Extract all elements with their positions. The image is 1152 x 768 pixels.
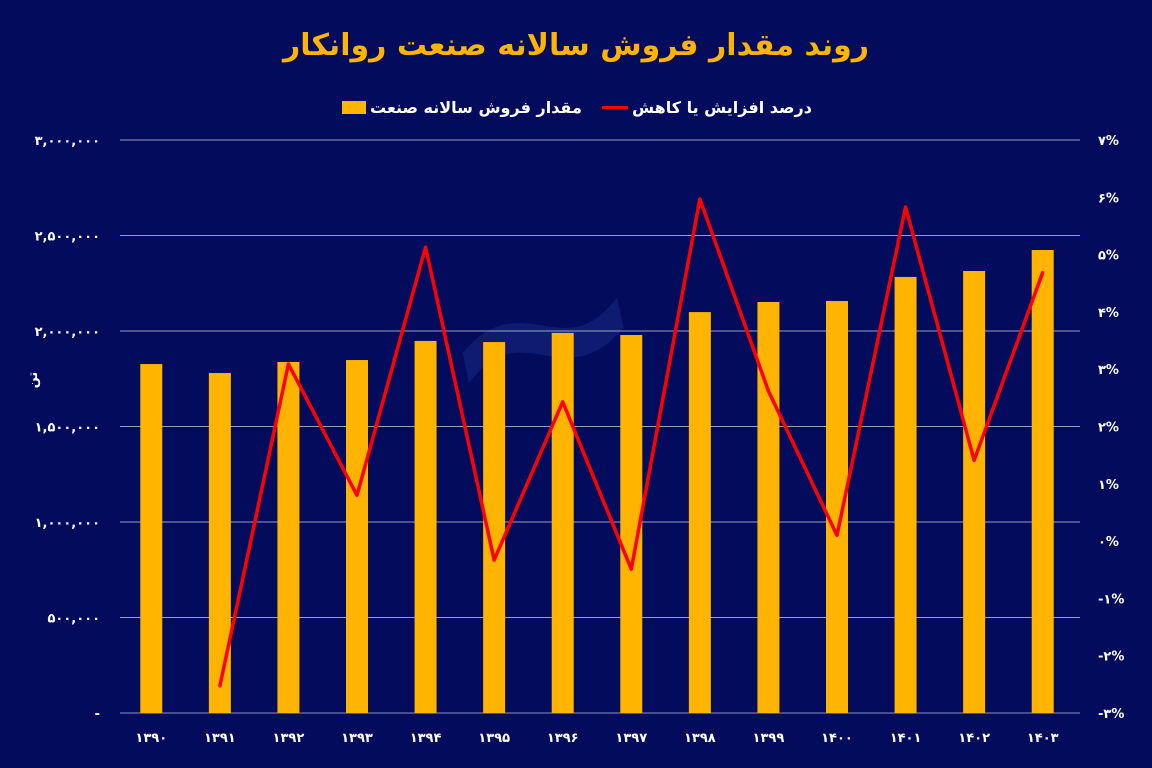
x-tick-label: ۱۳۹۴	[410, 731, 442, 746]
right-tick-label: ۶%	[1098, 191, 1119, 206]
bar-9	[757, 301, 780, 713]
legend-item-line: درصد افزایش یا کاهش	[602, 98, 812, 117]
legend-item-bar: مقدار فروش سالانه صنعت	[342, 98, 582, 117]
right-tick-label: ۴%	[1098, 306, 1119, 321]
bar-4	[414, 340, 437, 713]
bar-8	[688, 312, 711, 713]
bar-0	[140, 364, 163, 713]
x-tick-label: ۱۳۹۱	[204, 731, 236, 746]
legend-swatch-line	[602, 106, 628, 109]
bar-7	[620, 335, 643, 713]
y-axis-label: تن	[26, 372, 41, 389]
legend-label-bar: مقدار فروش سالانه صنعت	[370, 98, 582, 117]
left-tick-label: ۱,۵۰۰,۰۰۰	[35, 421, 100, 436]
line-point	[424, 245, 428, 249]
bar-3	[346, 360, 368, 713]
right-tick-label: -۱%	[1098, 592, 1124, 607]
left-tick-label: ۵۰۰,۰۰۰	[47, 612, 100, 627]
line-point	[355, 493, 359, 497]
right-tick-label: ۱%	[1098, 478, 1119, 493]
right-tick-label: -۲%	[1098, 650, 1124, 665]
line-point	[561, 400, 565, 404]
bar-12	[963, 271, 986, 713]
bar-2	[277, 361, 300, 713]
x-tick-label: ۱۳۹۷	[615, 731, 647, 746]
x-tick-label: ۱۴۰۰	[821, 731, 853, 746]
bar-11	[894, 276, 917, 713]
right-tick-label: ۵%	[1098, 249, 1119, 264]
right-tick-label: ۳%	[1098, 363, 1119, 378]
line-point	[972, 458, 976, 462]
x-tick-label: ۱۴۰۲	[958, 731, 990, 746]
right-tick-label: ۰%	[1098, 535, 1119, 550]
x-tick-label: ۱۳۹۳	[341, 731, 373, 746]
bar-10	[826, 301, 848, 713]
x-tick-label: ۱۳۹۵	[478, 731, 510, 746]
x-tick-label: ۱۳۹۶	[547, 731, 579, 746]
bar-5	[483, 342, 506, 713]
x-tick-label: ۱۳۹۲	[273, 731, 305, 746]
x-tick-label: ۱۳۹۸	[684, 731, 716, 746]
left-tick-label: ۳,۰۰۰,۰۰۰	[35, 134, 100, 149]
right-tick-label: ۲%	[1098, 421, 1119, 436]
line-point	[286, 362, 290, 366]
left-tick-label: ۱,۰۰۰,۰۰۰	[35, 516, 100, 531]
legend-label-line: درصد افزایش یا کاهش	[632, 98, 812, 117]
bar-13	[1031, 250, 1054, 714]
line-point	[1041, 270, 1045, 274]
left-tick-label: ۲,۵۰۰,۰۰۰	[35, 230, 100, 245]
right-tick-label: -۳%	[1098, 707, 1124, 722]
line-point	[218, 684, 222, 688]
bar-6	[551, 332, 574, 713]
legend-swatch-bar	[342, 101, 366, 114]
line-point	[492, 558, 496, 562]
line-point	[698, 197, 702, 201]
x-tick-label: ۱۳۹۹	[753, 731, 785, 746]
bar-1	[208, 373, 231, 713]
x-tick-label: ۱۴۰۳	[1027, 731, 1059, 746]
chart-title: روند مقدار فروش سالانه صنعت روانکار	[282, 28, 870, 63]
line-point	[904, 205, 908, 209]
line-point	[629, 567, 633, 571]
line-point	[766, 389, 770, 393]
line-point	[835, 533, 839, 537]
right-tick-label: ۷%	[1098, 134, 1119, 149]
x-tick-label: ۱۳۹۰	[135, 731, 167, 746]
x-tick-label: ۱۴۰۱	[890, 731, 922, 746]
left-tick-label: -	[95, 707, 100, 722]
left-tick-label: ۲,۰۰۰,۰۰۰	[35, 325, 100, 340]
